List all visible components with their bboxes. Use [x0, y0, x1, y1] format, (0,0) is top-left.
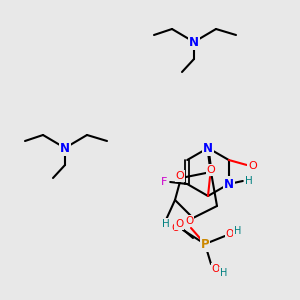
Text: O: O [171, 223, 179, 233]
Text: N: N [224, 178, 234, 190]
Text: O: O [176, 171, 184, 181]
Text: P: P [201, 238, 209, 250]
Text: O: O [185, 216, 193, 226]
Text: O: O [175, 219, 183, 229]
Text: O: O [226, 229, 234, 239]
Text: N: N [189, 35, 199, 49]
Text: O: O [207, 165, 215, 175]
Text: O: O [212, 264, 220, 274]
Text: H: H [220, 268, 228, 278]
Text: H: H [162, 219, 170, 229]
Text: O: O [248, 161, 257, 171]
Text: H: H [234, 226, 242, 236]
Text: F: F [161, 177, 167, 187]
Text: N: N [60, 142, 70, 154]
Text: N: N [203, 142, 213, 154]
Text: H: H [245, 176, 253, 186]
